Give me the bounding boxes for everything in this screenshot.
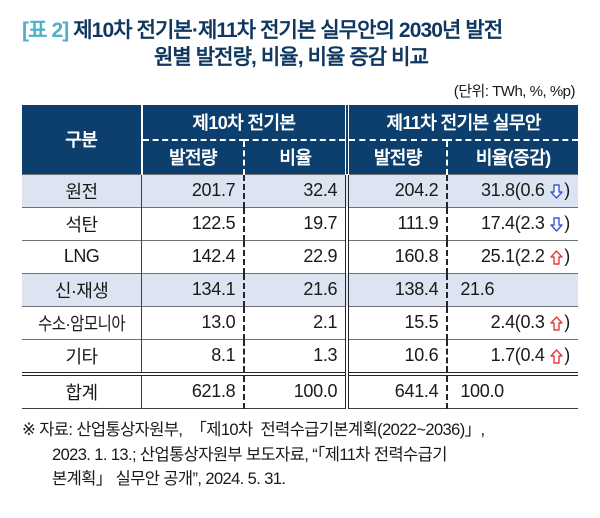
cell-plan11-generation: 160.8: [345, 239, 449, 274]
row-category-total: 합계: [22, 371, 143, 409]
table-row: 신·재생 134.1 21.6 138.4 21.6: [22, 272, 578, 307]
row-category: 원전: [22, 173, 143, 208]
figure-title: [표 2] 제10차 전기본·제11차 전기본 실무안의 2030년 발전 원별…: [22, 0, 578, 72]
cell-total-plan11-share: 100.0: [447, 371, 578, 409]
cell-plan10-share: 21.6: [244, 272, 348, 307]
table-row-total: 합계 621.8 100.0 641.4 100.0: [22, 371, 578, 409]
cell-plan11-share-delta: 31.8(0.6 ): [447, 173, 578, 208]
row-category: 기타: [22, 338, 143, 374]
arrow-down-icon: [550, 217, 563, 232]
unit-note: (단위: TWh, %, %p): [453, 82, 576, 100]
cell-plan11-share-delta: 17.4(2.3 ): [447, 206, 578, 241]
cell-plan10-generation: 134.1: [141, 272, 246, 307]
cell-plan10-share: 19.7: [244, 206, 348, 241]
table-row: LNG 142.4 22.9 160.8 25.1(2.2 ): [22, 239, 578, 274]
table-row: 석탄 122.5 19.7 111.9 17.4(2.3 ): [22, 206, 578, 241]
cell-plan10-generation: 201.7: [141, 173, 246, 208]
arrow-down-icon: [550, 184, 563, 199]
cell-plan10-share: 1.3: [244, 338, 348, 374]
cell-plan11-share-delta: 1.7(0.4 ): [447, 338, 578, 374]
column-group-header-plan10: 제10차 전기본: [141, 104, 348, 141]
figure-tag: [표 2]: [22, 19, 69, 42]
column-header-plan10-generation: 발전량: [141, 139, 246, 175]
figure-title-text-1: 제10차 전기본·제11차 전기본 실무안의 2030년 발전: [68, 19, 503, 42]
cell-plan11-share-delta: 21.6: [447, 272, 578, 307]
cell-plan10-generation: 13.0: [141, 305, 246, 340]
table-row: 기타 8.1 1.3 10.6 1.7(0.4 ): [22, 338, 578, 374]
cell-plan10-generation: 8.1: [141, 338, 246, 374]
cell-plan10-share: 32.4: [244, 173, 348, 208]
cell-total-plan10-share: 100.0: [244, 371, 348, 409]
arrow-up-icon: [550, 349, 563, 364]
table-head-row-groups: 구분 제10차 전기본 제11차 전기본 실무안: [22, 104, 578, 175]
arrow-up-icon: [550, 316, 563, 331]
column-header-plan11-generation: 발전량: [345, 139, 449, 175]
cell-total-plan10-generation: 621.8: [141, 371, 246, 409]
row-category: 신·재생: [22, 272, 143, 307]
footnote-line-3: 본계획」 실무안 공개”, 2024. 5. 31.: [52, 470, 286, 489]
cell-plan10-generation: 142.4: [141, 239, 246, 274]
cell-plan10-share: 2.1: [244, 305, 348, 340]
figure-title-line-1: [표 2] 제10차 전기본·제11차 전기본 실무안의 2030년 발전: [22, 18, 578, 45]
table-body: 원전 201.7 32.4 204.2 31.8(0.6 ) 석탄 122.5 19.7 111…: [22, 173, 578, 409]
cell-plan11-share-delta: 25.1(2.2 ): [447, 239, 578, 274]
row-category: LNG: [22, 239, 143, 274]
footnote-line-2: 2023. 1. 13.; 산업통상자원부 보도자료, “「제11차 전력수급기: [52, 445, 447, 464]
generation-comparison-table: 구분 제10차 전기본 제11차 전기본 실무안 발전량 비율 발전량 비율(증…: [22, 104, 578, 409]
table-container: 구분 제10차 전기본 제11차 전기본 실무안 발전량 비율 발전량 비율(증…: [22, 104, 578, 409]
table-row: 수소·암모니아 13.0 2.1 15.5 2.4(0.3 ): [22, 305, 578, 340]
table-row: 원전 201.7 32.4 204.2 31.8(0.6 ): [22, 173, 578, 208]
cell-plan11-share-delta: 2.4(0.3 ): [447, 305, 578, 340]
table-head-row-subcolumns: 발전량 비율 발전량 비율(증감): [22, 139, 578, 175]
arrow-up-icon: [550, 250, 563, 265]
cell-plan11-generation: 15.5: [345, 305, 449, 340]
cell-plan11-generation: 10.6: [345, 338, 449, 374]
column-group-header-plan11: 제11차 전기본 실무안: [345, 104, 578, 141]
cell-plan10-share: 22.9: [244, 239, 348, 274]
figure-title-line-2: 원별 발전량, 비율, 비율 증감 비교: [153, 45, 429, 69]
cell-plan11-generation: 204.2: [345, 173, 449, 208]
row-category: 수소·암모니아: [22, 305, 143, 340]
row-category: 석탄: [22, 206, 143, 241]
table-head: 구분 제10차 전기본 제11차 전기본 실무안 발전량 비율 발전량 비율(증…: [22, 104, 578, 175]
source-footnote: ※ 자료: 산업통상자원부, 「제10차 전력수급기본계획(2022~2036)…: [22, 418, 578, 492]
column-header-category: 구분: [22, 104, 143, 175]
footnote-line-1: ※ 자료: 산업통상자원부, 「제10차 전력수급기본계획(2022~2036)…: [22, 420, 485, 439]
cell-plan11-generation: 111.9: [345, 206, 449, 241]
cell-plan10-generation: 122.5: [141, 206, 246, 241]
cell-plan11-generation: 138.4: [345, 272, 449, 307]
cell-total-plan11-generation: 641.4: [345, 371, 449, 409]
column-header-plan10-share: 비율: [244, 139, 348, 175]
column-header-plan11-share-delta: 비율(증감): [447, 139, 578, 175]
